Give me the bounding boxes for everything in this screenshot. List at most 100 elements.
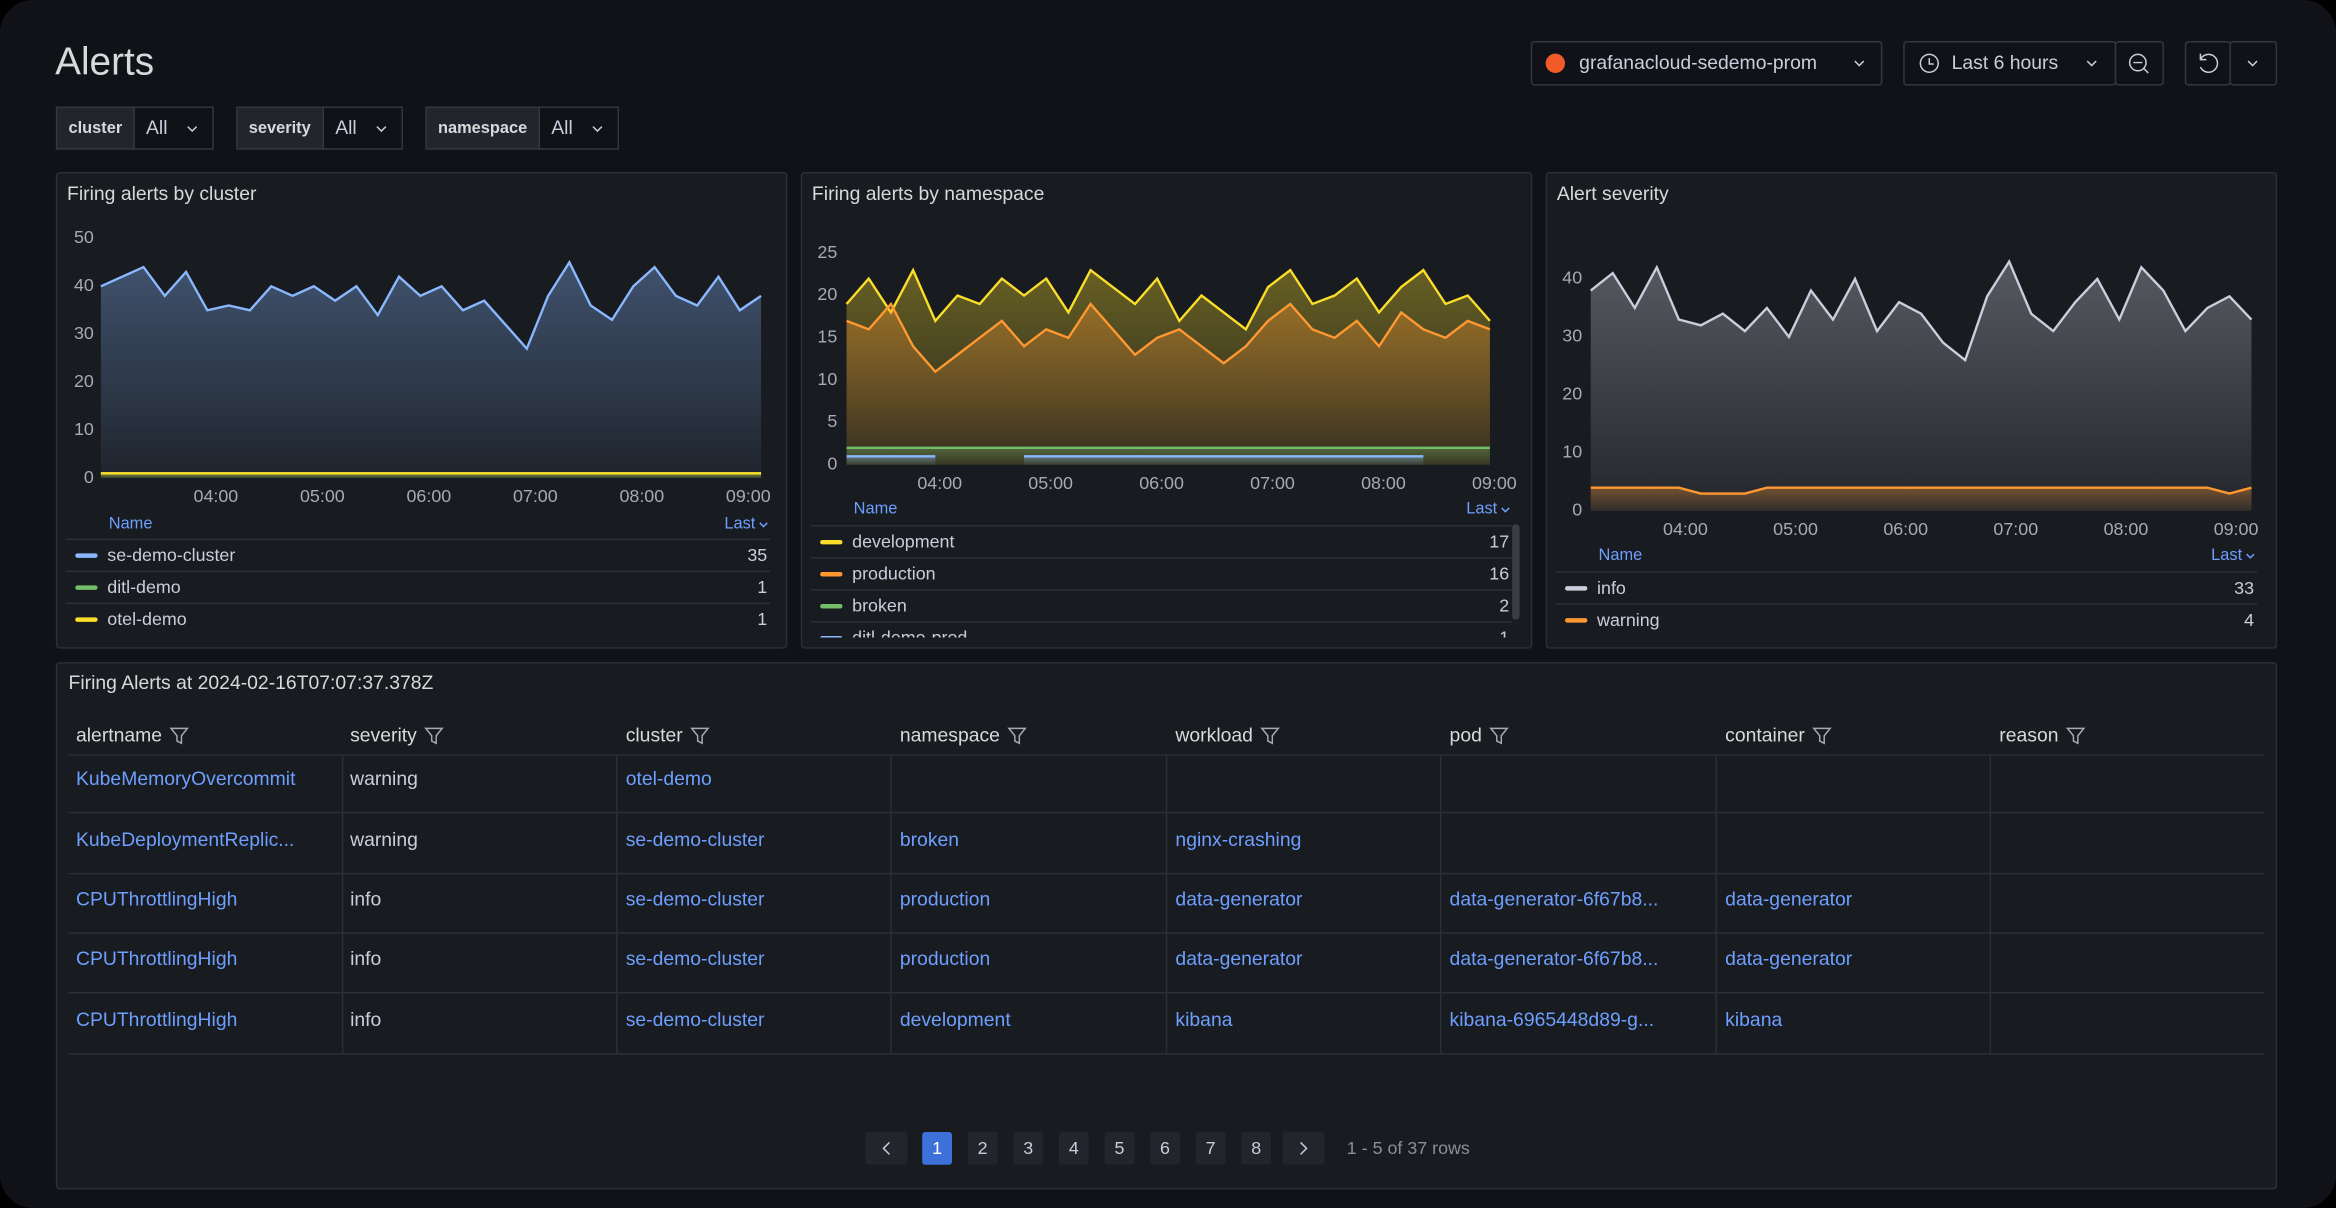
table-cell[interactable]: data-generator-6f67b8... xyxy=(1450,889,1659,911)
table-cell[interactable]: data-generator xyxy=(1175,948,1303,970)
page-number[interactable]: 8 xyxy=(1251,1138,1261,1158)
y-tick-label: 40 xyxy=(74,275,94,295)
filter-icon[interactable] xyxy=(690,727,710,745)
legend-name[interactable]: development xyxy=(852,532,954,552)
filter-icon[interactable] xyxy=(1812,727,1832,745)
panels: Firing alerts by cluster0102030405004:00… xyxy=(55,172,2278,649)
legend-header-last[interactable]: Last xyxy=(1466,500,1497,518)
page-number[interactable]: 3 xyxy=(1023,1138,1033,1158)
table-cell[interactable]: KubeMemoryOvercommit xyxy=(76,768,296,790)
table-cell[interactable]: broken xyxy=(900,829,959,851)
legend-header-name[interactable]: Name xyxy=(1599,546,1643,564)
sort-chevron xyxy=(759,522,768,528)
column-header[interactable]: pod xyxy=(1450,725,1482,747)
table-cell[interactable]: kibana xyxy=(1175,1009,1232,1031)
legend-last: 1 xyxy=(1499,628,1509,648)
filter-label-box xyxy=(236,106,325,150)
page-button[interactable] xyxy=(1241,1132,1272,1165)
legend-name[interactable]: broken xyxy=(852,596,907,616)
filter-value[interactable]: All xyxy=(551,117,573,139)
filter[interactable]: cluster All xyxy=(55,106,214,150)
time-range[interactable]: Last 6 hours xyxy=(1952,52,2059,74)
page-button[interactable] xyxy=(1058,1132,1089,1165)
legend-name[interactable]: info xyxy=(1597,578,1626,598)
series-line xyxy=(1589,258,2253,363)
table-cell[interactable]: CPUThrottlingHigh xyxy=(76,889,237,911)
filter[interactable]: namespace All xyxy=(425,106,620,150)
table-cell[interactable]: CPUThrottlingHigh xyxy=(76,1009,237,1031)
table-cell[interactable]: nginx-crashing xyxy=(1175,829,1301,851)
column-header[interactable]: namespace xyxy=(900,725,1000,747)
column-header[interactable]: reason xyxy=(1999,725,2058,747)
filter-icon[interactable] xyxy=(2065,727,2086,745)
page-number[interactable]: 6 xyxy=(1160,1138,1170,1158)
table-cell[interactable]: otel-demo xyxy=(626,768,712,790)
column-header[interactable]: severity xyxy=(350,725,417,747)
legend-name[interactable]: se-demo-cluster xyxy=(107,545,235,565)
table-cell[interactable]: kibana-6965448d89-g... xyxy=(1450,1009,1655,1031)
page-button[interactable] xyxy=(1104,1132,1135,1165)
table-cell[interactable]: data-generator-6f67b8... xyxy=(1450,948,1659,970)
refresh-picker[interactable] xyxy=(2184,40,2278,86)
legend-header-last[interactable]: Last xyxy=(2211,546,2242,564)
filter-icon[interactable] xyxy=(1489,727,1509,745)
datasource-box[interactable] xyxy=(1530,40,1883,86)
table-cell[interactable]: KubeDeploymentReplic... xyxy=(76,829,294,851)
legend-name[interactable]: otel-demo xyxy=(107,609,186,629)
legend-header-name[interactable]: Name xyxy=(109,515,153,533)
filter-icon[interactable] xyxy=(424,727,444,745)
table-cell[interactable]: production xyxy=(900,889,990,911)
table-cell[interactable]: data-generator xyxy=(1725,948,1853,970)
page-number[interactable]: 7 xyxy=(1206,1138,1216,1158)
page-button[interactable] xyxy=(1195,1132,1226,1165)
page-button[interactable] xyxy=(1013,1132,1044,1165)
table-cell[interactable]: se-demo-cluster xyxy=(626,948,765,970)
page-number[interactable]: 5 xyxy=(1114,1138,1124,1158)
column-header[interactable]: cluster xyxy=(626,725,684,747)
table-cell[interactable]: development xyxy=(900,1009,1011,1031)
refresh-button[interactable] xyxy=(2184,40,2231,86)
table-cell[interactable]: CPUThrottlingHigh xyxy=(76,948,237,970)
page-number[interactable]: 2 xyxy=(978,1138,988,1158)
table-cell[interactable]: se-demo-cluster xyxy=(626,829,765,851)
refresh-interval[interactable] xyxy=(2229,40,2278,86)
x-tick-label: 09:00 xyxy=(726,486,771,506)
legend-name[interactable]: ditl-demo xyxy=(107,577,181,597)
page-number[interactable]: 1 xyxy=(932,1138,942,1158)
page-button[interactable] xyxy=(967,1132,998,1165)
filter-value[interactable]: All xyxy=(146,117,168,139)
filter-icon[interactable] xyxy=(1007,727,1027,745)
filter-value-box[interactable] xyxy=(133,106,214,150)
page-button[interactable] xyxy=(922,1132,952,1165)
column-header[interactable]: workload xyxy=(1174,725,1252,747)
legend-header-name[interactable]: Name xyxy=(854,500,898,518)
legend: Name Last info 33 warning 4 xyxy=(1555,546,2258,630)
filter[interactable]: severity All xyxy=(236,106,403,150)
table-cell[interactable]: production xyxy=(900,948,990,970)
legend-name[interactable]: ditl-demo-prod xyxy=(852,628,967,648)
filter-icon[interactable] xyxy=(169,727,189,745)
column-header[interactable]: alertname xyxy=(76,725,162,747)
table-cell[interactable]: se-demo-cluster xyxy=(626,1009,765,1031)
table-cell[interactable]: kibana xyxy=(1725,1009,1782,1031)
legend-name[interactable]: production xyxy=(852,564,935,584)
prev-button[interactable] xyxy=(865,1132,908,1165)
legend-name[interactable]: warning xyxy=(1596,610,1660,630)
next-button[interactable] xyxy=(1282,1132,1325,1165)
legend-header-last[interactable]: Last xyxy=(724,515,755,533)
table-cell[interactable]: data-generator xyxy=(1725,889,1853,911)
time-picker[interactable]: Last 6 hours xyxy=(1903,40,2164,86)
datasource-label[interactable]: grafanacloud-sedemo-prom xyxy=(1579,52,1817,74)
column-header[interactable]: container xyxy=(1725,725,1805,747)
datasource-picker[interactable]: grafanacloud-sedemo-prom xyxy=(1530,40,1883,86)
filter-icon[interactable] xyxy=(1260,727,1280,745)
table-cell[interactable]: se-demo-cluster xyxy=(626,889,765,911)
filter-value-box[interactable] xyxy=(322,106,403,150)
filter-value[interactable]: All xyxy=(335,117,357,139)
series-line xyxy=(1590,486,2252,495)
filter-value-box[interactable] xyxy=(538,106,620,150)
page-button[interactable] xyxy=(1150,1132,1180,1165)
page-number[interactable]: 4 xyxy=(1069,1138,1079,1158)
table-cell[interactable]: data-generator xyxy=(1175,889,1303,911)
